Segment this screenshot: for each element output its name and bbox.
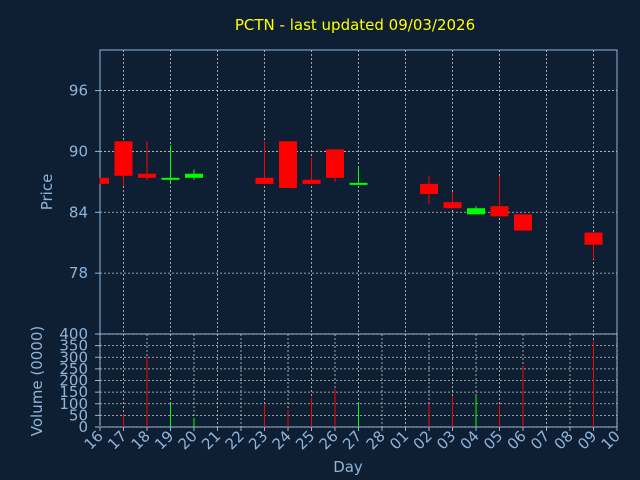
candle bbox=[443, 192, 462, 209]
volume-y-tick-label: 300 bbox=[59, 348, 88, 366]
candle bbox=[302, 157, 321, 184]
candle bbox=[114, 141, 133, 186]
candle bbox=[514, 214, 532, 231]
candle-body bbox=[161, 177, 180, 180]
candle bbox=[255, 141, 274, 184]
candle bbox=[185, 169, 203, 180]
candle-body bbox=[279, 141, 297, 188]
candle bbox=[161, 145, 180, 182]
candle bbox=[584, 232, 603, 259]
volume-y-tick-label: 0 bbox=[78, 418, 88, 436]
candle-body bbox=[443, 202, 462, 209]
candle-body bbox=[420, 183, 438, 195]
candle-body bbox=[584, 232, 603, 245]
volume-bars bbox=[99, 340, 594, 427]
candle bbox=[326, 149, 344, 182]
candle-body bbox=[302, 179, 321, 184]
price-y-ticks: 78 84 90 96 bbox=[69, 82, 100, 282]
volume-y-tick-label: 400 bbox=[59, 325, 88, 343]
candle-body bbox=[467, 208, 485, 215]
volume-y-tick-label: 150 bbox=[59, 383, 88, 401]
price-y-axis-label: Price bbox=[38, 174, 56, 211]
volume-y-tick-label: 250 bbox=[59, 360, 88, 378]
candle-body bbox=[114, 141, 133, 176]
price-y-tick-label: 84 bbox=[69, 203, 88, 221]
candle-body bbox=[490, 206, 509, 217]
volume-y-tick-label: 350 bbox=[59, 337, 88, 355]
price-y-tick-label: 96 bbox=[69, 82, 88, 100]
candle bbox=[279, 141, 297, 188]
candle bbox=[467, 206, 485, 215]
price-y-tick-label: 90 bbox=[69, 142, 88, 160]
x-axis-label: Day bbox=[333, 458, 363, 476]
candle-body bbox=[138, 173, 156, 178]
candle bbox=[490, 175, 509, 217]
chart-title: PCTN - last updated 09/03/2026 bbox=[235, 16, 475, 34]
candle-body bbox=[349, 182, 368, 185]
candle bbox=[138, 141, 156, 180]
price-panel: 78 84 90 96 Price bbox=[38, 49, 618, 335]
price-y-tick-label: 78 bbox=[69, 264, 88, 282]
volume-y-axis-label: Volume (0000) bbox=[28, 326, 46, 436]
candle-body bbox=[326, 149, 344, 178]
x-axis-ticks: 1617181920212223242526272801020304050607… bbox=[81, 427, 624, 453]
volume-y-tick-label: 200 bbox=[59, 372, 88, 390]
volume-y-tick-label: 50 bbox=[69, 406, 88, 424]
candle bbox=[99, 177, 109, 184]
candle-body bbox=[514, 214, 532, 231]
candle bbox=[420, 175, 438, 205]
candle-body bbox=[185, 173, 203, 178]
candles bbox=[99, 141, 603, 259]
candle-body bbox=[100, 177, 109, 184]
candle-body bbox=[255, 177, 274, 184]
candle bbox=[349, 167, 368, 185]
volume-y-tick-label: 100 bbox=[59, 395, 88, 413]
